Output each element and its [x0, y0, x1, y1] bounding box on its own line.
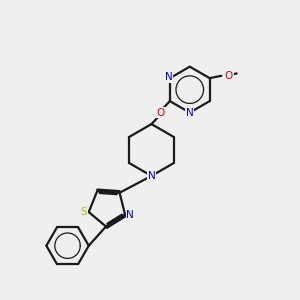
- Text: S: S: [80, 207, 87, 217]
- Text: N: N: [165, 72, 172, 82]
- Text: N: N: [148, 171, 155, 181]
- Text: N: N: [127, 210, 134, 220]
- Text: N: N: [186, 108, 194, 118]
- Text: O: O: [225, 71, 233, 81]
- Text: O: O: [157, 108, 165, 118]
